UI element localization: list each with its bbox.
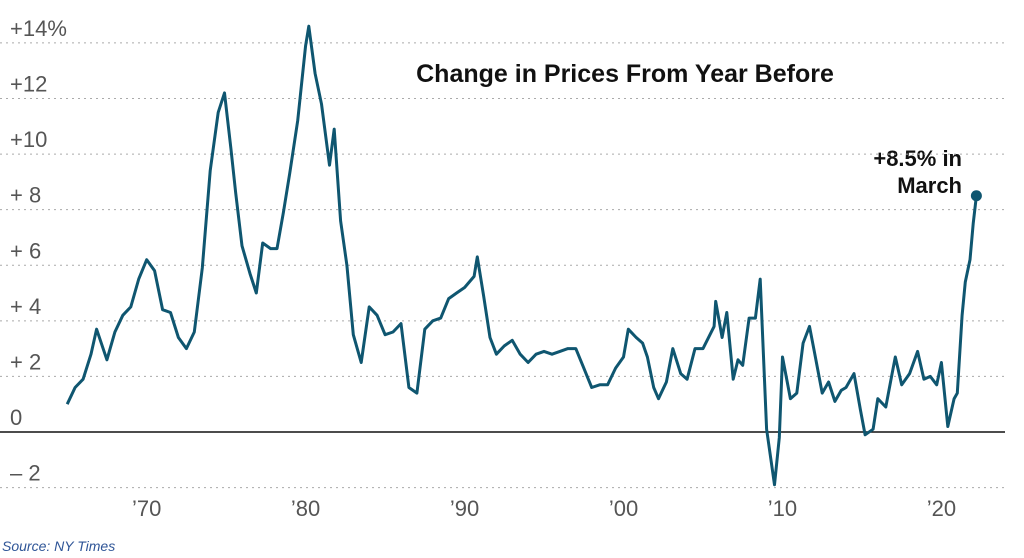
annotation: +8.5% in <box>873 146 962 171</box>
source: Source: NY Times <box>2 538 115 554</box>
y-tick-label: + 2 <box>10 349 41 374</box>
x-tick-label: ’80 <box>291 496 320 521</box>
x-tick-label: ’10 <box>768 496 797 521</box>
y-tick-label: +14% <box>10 16 67 41</box>
x-tick-label: ’90 <box>450 496 479 521</box>
y-tick-label: +10 <box>10 127 47 152</box>
chart-title: Change in Prices From Year Before <box>416 60 834 88</box>
y-tick-label: + 8 <box>10 183 41 208</box>
y-tick-label: 0 <box>10 405 22 430</box>
x-tick-label: ’20 <box>927 496 956 521</box>
end-dot <box>970 190 982 202</box>
annotation: March <box>897 173 962 198</box>
y-tick-label: +12 <box>10 71 47 96</box>
line <box>65 24 978 487</box>
y-tick-label: + 4 <box>10 294 41 319</box>
y-tick-label: – 2 <box>10 461 41 486</box>
x-tick-label: ’70 <box>132 496 161 521</box>
x-tick-label: ’00 <box>609 496 638 521</box>
y-tick-label: + 6 <box>10 238 41 263</box>
